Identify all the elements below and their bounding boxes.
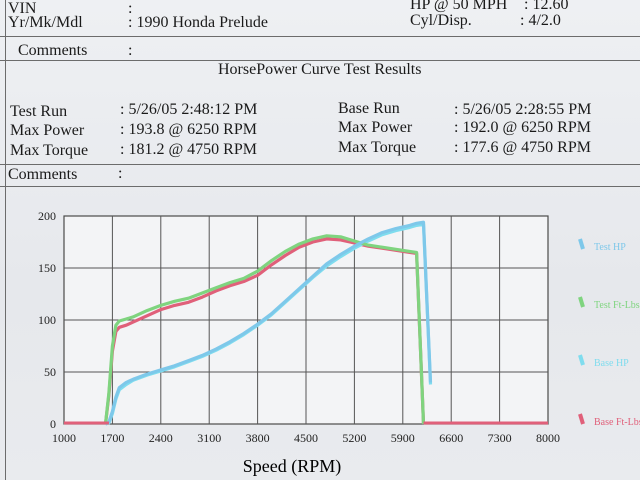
chart-legend: Test HP Test Ft-Lbs Base HP Base Ft-Lbs — [578, 238, 640, 428]
chart-ticks: 1000 1700 2400 3100 3800 4500 5200 5900 6600 7300… — [38, 209, 560, 445]
y-tick-label: 0 — [50, 417, 56, 431]
test-max-power-label: Max Power — [10, 122, 85, 139]
comments-colon-bottom: : — [118, 165, 123, 182]
test-run-label: Test Run — [10, 103, 68, 120]
y-tick-label: 100 — [38, 313, 56, 327]
divider — [0, 60, 640, 61]
base-max-power-label: Max Power — [338, 119, 413, 136]
base-max-power-value: : 192.0 @ 6250 RPM — [454, 119, 591, 136]
x-tick-label: 1700 — [100, 431, 124, 445]
comments-colon-top: : — [128, 42, 133, 59]
test-max-torque-value: : 181.2 @ 4750 RPM — [120, 141, 257, 158]
x-tick-label: 6600 — [439, 431, 463, 445]
x-tick-label: 5200 — [342, 431, 366, 445]
divider — [0, 186, 640, 187]
y-tick-label: 200 — [38, 209, 56, 223]
x-tick-label: 2400 — [149, 431, 173, 445]
series-test-ft-lbs — [103, 234, 426, 425]
x-axis-label: Speed (RPM) — [243, 456, 342, 477]
x-tick-label: 8000 — [536, 431, 560, 445]
base-run-label: Base Run — [338, 100, 400, 117]
legend-label: Base Ft-Lbs — [594, 417, 640, 428]
base-max-torque-value: : 177.6 @ 4750 RPM — [454, 139, 591, 156]
report-title: HorsePower Curve Test Results — [218, 61, 422, 78]
legend-label: Test Ft-Lbs — [594, 300, 640, 311]
legend-swatch — [578, 413, 585, 425]
base-run-value: : 5/26/05 2:28:55 PM — [454, 101, 592, 118]
series-test-hp — [104, 220, 433, 426]
x-tick-label: 1000 — [52, 431, 76, 445]
comments-label-top: Comments — [18, 42, 88, 59]
legend-swatch — [578, 238, 585, 250]
x-tick-label: 5900 — [391, 431, 415, 445]
x-tick-label: 4500 — [294, 431, 318, 445]
legend-swatch — [578, 296, 585, 308]
comments-label-bottom: Comments — [8, 166, 78, 183]
x-tick-label: 3800 — [246, 431, 270, 445]
test-max-torque-label: Max Torque — [10, 142, 89, 159]
x-tick-label: 3100 — [197, 431, 221, 445]
x-tick-label: 7300 — [488, 431, 512, 445]
yr-mk-mdl-value: : 1990 Honda Prelude — [128, 14, 268, 31]
test-run-value: : 5/26/05 2:48:12 PM — [120, 101, 258, 118]
chart-series — [64, 220, 548, 426]
cyl-disp-value: : 4/2.0 — [520, 12, 561, 29]
vin-label: VIN — [8, 0, 37, 17]
y-tick-label: 150 — [38, 261, 56, 275]
chart-grid — [63, 215, 549, 425]
divider — [0, 36, 640, 37]
hp-50mph-label: HP @ 50 MPH — [410, 0, 508, 13]
base-max-torque-label: Max Torque — [338, 139, 417, 156]
legend-label: Test HP — [594, 242, 626, 253]
cyl-disp-label: Cyl/Disp. — [410, 12, 472, 29]
page-border-left — [5, 0, 6, 480]
legend-swatch — [578, 354, 585, 366]
y-tick-label: 50 — [44, 365, 56, 379]
vin-colon: : — [128, 0, 133, 17]
divider — [0, 164, 640, 165]
hp-50mph-value: : 12.60 — [524, 0, 569, 13]
yr-mk-mdl-label: Yr/Mk/Mdl — [8, 14, 83, 31]
test-max-power-value: : 193.8 @ 6250 RPM — [120, 121, 257, 138]
legend-label: Base HP — [594, 358, 629, 369]
